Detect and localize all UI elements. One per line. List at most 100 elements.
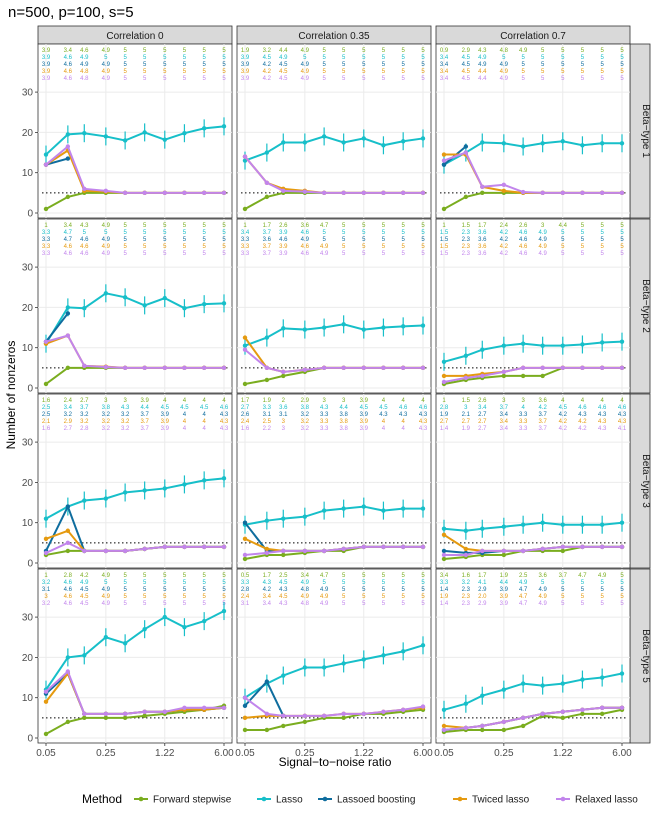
series-point xyxy=(381,508,386,513)
annotation-label: 3.3 xyxy=(42,230,51,236)
panel-frame xyxy=(236,43,432,219)
annotation-label: 5 xyxy=(183,69,187,75)
annotation-label: 4.6 xyxy=(64,69,73,75)
annotation-label: 4.3 xyxy=(263,580,272,586)
annotation-label: 4 xyxy=(561,398,565,404)
series-point xyxy=(122,138,128,143)
series-point xyxy=(142,190,147,196)
annotation-label: 2.7 xyxy=(440,419,449,425)
series-point xyxy=(420,136,426,141)
annotation-label: 1 xyxy=(442,223,446,229)
series-point xyxy=(501,719,507,725)
annotation-label: 4.3 xyxy=(419,412,428,418)
series-point xyxy=(599,711,605,717)
annotation-label: 2 xyxy=(282,398,286,404)
annotation-label: 1.9 xyxy=(440,412,449,418)
annotation-label: 5 xyxy=(362,237,366,243)
x-tick-label: 1.22 xyxy=(155,748,175,759)
annotation-label: 4 xyxy=(421,398,425,404)
series-point xyxy=(281,552,286,558)
x-tick-label: 0.25 xyxy=(494,748,514,759)
annotation-label: 4.8 xyxy=(500,48,509,54)
series-point xyxy=(242,556,248,562)
series-point xyxy=(463,150,469,155)
annotation-label: 3 xyxy=(521,398,525,404)
series-point xyxy=(400,365,406,371)
annotation-label: 4.2 xyxy=(500,244,509,250)
annotation-label: 5 xyxy=(222,244,226,250)
series-point xyxy=(142,130,147,135)
legend-swatch-point xyxy=(322,796,328,802)
annotation-label: 4.5 xyxy=(559,405,568,411)
annotation-label: 5 xyxy=(421,237,425,243)
series-point xyxy=(480,184,485,190)
annotation-label: 3.7 xyxy=(538,419,547,425)
annotation-label: 3.3 xyxy=(320,412,329,418)
annotation-label: 1.7 xyxy=(478,573,487,579)
annotation-label: 3.6 xyxy=(301,223,310,229)
series-line xyxy=(45,144,224,194)
annotation-label: 5 xyxy=(163,594,167,600)
column-strip-label: Correlation 0.7 xyxy=(500,31,566,42)
series-line xyxy=(244,155,423,194)
annotation-label: 5 xyxy=(401,594,405,600)
x-tick-label: 0.25 xyxy=(295,748,315,759)
annotation-label: 4.2 xyxy=(559,419,568,425)
series-point xyxy=(43,381,49,387)
series-point xyxy=(43,536,49,542)
series-point xyxy=(281,673,286,678)
series-point xyxy=(381,365,386,371)
annotation-label: 3.9 xyxy=(42,48,51,54)
annotation-label: 5 xyxy=(401,244,405,250)
annotation-label: 3.1 xyxy=(263,412,272,418)
annotation-label: 5 xyxy=(401,62,405,68)
annotation-label: 4 xyxy=(601,398,605,404)
annotation-label: 4.5 xyxy=(263,55,272,61)
series-point xyxy=(43,689,49,694)
panel-frame xyxy=(37,568,233,744)
annotation-label: 4.4 xyxy=(279,48,288,54)
annotation-label: 3.7 xyxy=(80,405,89,411)
series-point xyxy=(182,190,187,196)
annotation-label: 4.9 xyxy=(301,594,310,600)
annotation-label: 5 xyxy=(143,594,147,600)
annotation-label: 5 xyxy=(601,69,605,75)
series-point xyxy=(43,162,49,167)
annotation-label: 4 xyxy=(382,426,386,432)
annotation-label: 2.8 xyxy=(80,426,89,432)
annotation-label: 5 xyxy=(222,62,226,68)
series-point xyxy=(540,365,545,371)
annotation-label: 5 xyxy=(202,601,206,607)
annotation-label: 3.9 xyxy=(360,412,369,418)
annotation-label: 4.2 xyxy=(263,76,272,82)
annotation-label: 4.3 xyxy=(279,587,288,593)
annotation-label: 4.9 xyxy=(301,76,310,82)
annotation-label: 4.6 xyxy=(519,244,528,250)
series-point xyxy=(221,544,227,550)
x-tick-label: 0.25 xyxy=(96,748,116,759)
series-point xyxy=(463,725,469,731)
series-point xyxy=(520,522,526,527)
annotation-label: 4.6 xyxy=(519,230,528,236)
series-point xyxy=(302,327,308,332)
annotation-label: 5 xyxy=(581,580,585,586)
annotation-label: 3.4 xyxy=(440,62,449,68)
annotation-label: 5 xyxy=(561,594,565,600)
annotation-label: 5 xyxy=(601,62,605,68)
annotation-label: 4.6 xyxy=(301,244,310,250)
series-point xyxy=(520,723,526,729)
annotation-label: 4.3 xyxy=(279,601,288,607)
series-point xyxy=(580,190,585,196)
y-tick-label: 10 xyxy=(22,343,34,354)
series-point xyxy=(560,681,565,686)
annotation-label: 4.5 xyxy=(279,594,288,600)
annotation-label: 4.2 xyxy=(500,237,509,243)
annotation-label: 3.9 xyxy=(42,69,51,75)
series-line xyxy=(244,545,423,556)
panel-frame xyxy=(435,218,631,394)
annotation-label: 3.7 xyxy=(263,244,272,250)
annotation-label: 5 xyxy=(521,76,525,82)
series-point xyxy=(242,381,248,387)
annotation-label: 5 xyxy=(104,55,108,61)
series-point xyxy=(242,206,248,212)
